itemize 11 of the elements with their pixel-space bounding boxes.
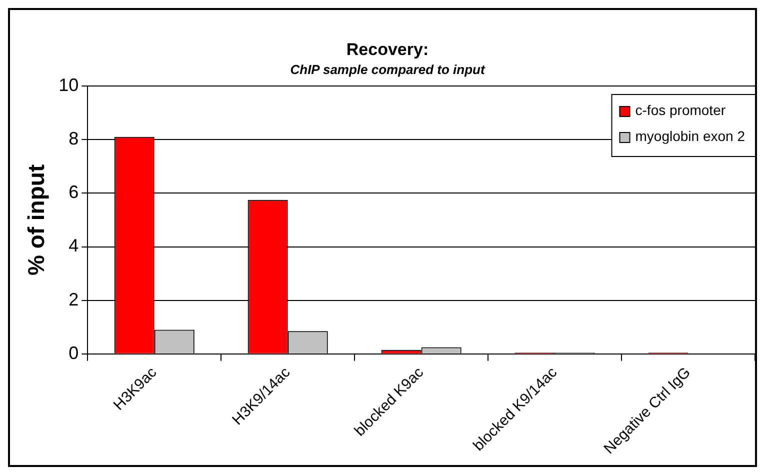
y-tick-label: 8 [68,128,79,149]
y-tick-label: 2 [68,289,79,310]
y-tick-label: 6 [68,182,79,202]
y-tick-label: 10 [58,74,79,95]
chart-title: Recovery: [346,40,429,59]
chart-subtitle: ChIP sample compared to input [290,62,486,77]
y-tick-label: 0 [68,342,79,363]
y-tick-label: 4 [68,236,79,256]
legend-label: c-fos promoter [635,102,726,118]
legend-label: myoglobin exon 2 [635,128,746,144]
y-axis-title: % of input [23,164,50,276]
